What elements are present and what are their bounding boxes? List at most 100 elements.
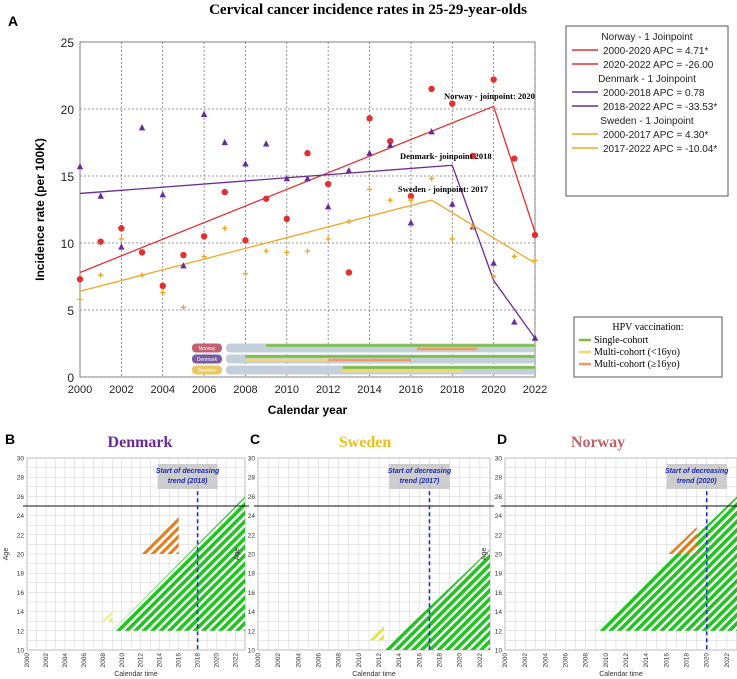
point-denmark [221, 138, 228, 146]
point-norway [345, 269, 353, 276]
inset-country-tag [192, 343, 222, 353]
lexis-y-tick: 26 [495, 494, 503, 501]
lexis-y-tick: 10 [17, 648, 25, 655]
point-denmark [242, 160, 249, 167]
y-tick-label: 25 [61, 36, 75, 50]
point-denmark [200, 110, 208, 117]
lexis-x-tick: 2000 [24, 653, 31, 668]
lexis-region-yellow [102, 611, 113, 622]
legend-line-text: 2020-2022 APC = -26.00 [603, 60, 714, 71]
lexis-y-tick: 18 [248, 571, 256, 578]
inset-country-tag [192, 354, 222, 364]
panel-b-denmark: B Denmark Start of decreasing trend (2018) 1… [3, 431, 249, 678]
fit-line-denmark [79, 164, 536, 339]
x-tick-label: 2016 [399, 384, 423, 396]
point-denmark [345, 167, 353, 174]
point-norway [407, 192, 415, 200]
point-norway [490, 76, 497, 83]
lexis-x-tick: 2020 [704, 653, 711, 668]
trend-label-line1: Start of decreasing [388, 468, 452, 475]
lexis-x-tick: 2006 [563, 653, 570, 668]
lexis-x-tick: 2016 [416, 653, 423, 668]
x-tick-label: 2012 [316, 384, 340, 396]
lexis-y-tick: 28 [495, 475, 503, 482]
lexis-x-label: Calendar time [114, 671, 158, 678]
lexis-y-tick: 20 [17, 552, 25, 559]
point-sweden [263, 248, 269, 254]
point-denmark [324, 203, 332, 210]
point-sweden [449, 236, 455, 242]
point-norway [531, 231, 539, 239]
point-norway [180, 251, 187, 259]
lexis-x-tick: 2014 [157, 653, 164, 668]
lexis-y-tick: 16 [248, 590, 256, 597]
x-tick-label: 2002 [109, 384, 133, 396]
point-sweden [118, 236, 124, 242]
lexis-y-tick: 12 [17, 628, 25, 635]
point-sweden [77, 296, 83, 302]
lexis-y-tick: 10 [495, 648, 503, 655]
fit-line-norway [79, 105, 536, 274]
lexis-x-tick: 2002 [275, 653, 282, 668]
vacc-legend-box [573, 316, 723, 378]
point-norway [200, 233, 208, 240]
point-norway [366, 115, 373, 122]
annotation-sweden: Sweden - joinpoint: 2017 [398, 184, 489, 194]
lexis-y-tick: 10 [248, 648, 256, 655]
point-norway [283, 215, 291, 223]
lexis-x-tick: 2022 [477, 653, 484, 668]
point-denmark [490, 259, 497, 266]
point-denmark [180, 262, 187, 269]
lexis-y-tick: 16 [495, 590, 503, 597]
panel-a-chart: 2000 2002 2004 2006 2008 2010 2012 2014 2016 2018… [33, 36, 547, 417]
lexis-y-tick: 22 [248, 532, 256, 539]
lexis-x-tick: 2014 [396, 653, 403, 668]
point-denmark [407, 219, 415, 226]
lexis-x-tick: 2004 [295, 653, 302, 668]
point-sweden [491, 273, 497, 280]
legend-line-text: 2018-2022 APC = -33.53* [603, 102, 717, 113]
x-tick-label: 2000 [68, 384, 92, 396]
x-tick-label: 2004 [150, 384, 174, 396]
point-norway [262, 195, 270, 202]
point-denmark [304, 175, 311, 182]
lexis-y-tick: 12 [248, 628, 256, 635]
x-tick-label: 2014 [357, 384, 381, 396]
lexis-y-tick: 28 [17, 475, 25, 482]
inset-country-label: Norway [199, 346, 216, 352]
point-norway [511, 155, 518, 162]
trend-label-line1: Start of decreasing [156, 468, 220, 475]
y-tick-label: 15 [61, 170, 75, 184]
point-sweden [304, 248, 311, 254]
trend-label-box [666, 464, 727, 489]
lexis-x-tick: 2016 [176, 653, 183, 668]
trend-label-box [157, 464, 218, 489]
point-norway [449, 100, 456, 107]
point-norway [221, 188, 228, 196]
y-tick-label: 5 [67, 304, 74, 318]
x-tick-label: 2018 [440, 384, 464, 396]
lexis-x-tick: 2012 [376, 653, 383, 668]
point-sweden [470, 224, 476, 230]
point-denmark [97, 192, 104, 199]
lexis-y-tick: 24 [17, 513, 25, 520]
point-sweden [201, 253, 207, 259]
panel-d-norway: D Norway Start of decreasing trend (2020) 10… [481, 431, 737, 678]
trend-label-line2: trend (2017) [400, 478, 440, 485]
point-sweden [366, 186, 373, 192]
point-denmark [531, 334, 539, 341]
vacc-legend-item: Single-cohort [594, 335, 649, 346]
point-norway [138, 249, 146, 256]
point-sweden [180, 304, 187, 310]
point-denmark [428, 128, 435, 135]
lexis-x-tick: 2020 [457, 653, 464, 668]
lexis-x-tick: 2010 [119, 653, 126, 668]
lexis-x-tick: 2008 [583, 653, 590, 668]
lexis-x-tick: 2012 [623, 653, 630, 668]
lexis-x-tick: 2018 [684, 653, 691, 668]
point-sweden [160, 289, 166, 296]
legend-line-text: 2000-2017 APC = 4.30* [603, 130, 708, 141]
point-norway [159, 282, 166, 290]
plot-area [79, 41, 536, 378]
